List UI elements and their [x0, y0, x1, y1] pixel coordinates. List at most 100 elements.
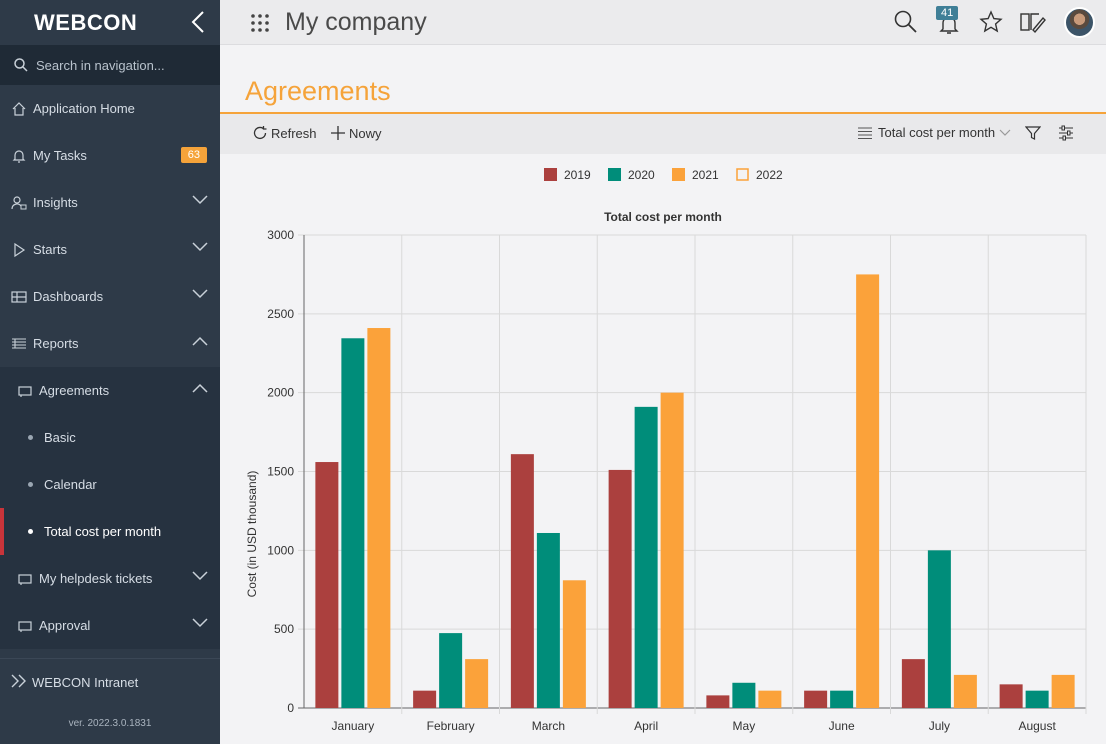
legend-label: 2019: [564, 168, 591, 182]
nav-dashboards[interactable]: Dashboards: [0, 273, 220, 320]
nav-label: Application Home: [33, 101, 135, 116]
dashboard-icon: [10, 288, 28, 306]
nav-label: Approval: [39, 618, 91, 633]
version-label: ver. 2022.3.0.1831: [68, 718, 152, 729]
nav-label: Basic: [44, 430, 76, 445]
nav-insights[interactable]: Insights: [0, 179, 220, 226]
chart-legend: 2019 2020 2021 2022: [544, 168, 783, 182]
nav-webcon-intranet[interactable]: WEBCON Intranet: [0, 658, 220, 705]
company-title: My company: [285, 8, 427, 36]
nav-my-helpdesk-tickets[interactable]: My helpdesk tickets: [0, 555, 220, 602]
legend-swatch: [736, 168, 749, 181]
chart-title: Total cost per month: [604, 210, 722, 224]
nav-label: Calendar: [44, 477, 97, 492]
play-icon: [10, 241, 28, 259]
nav-label: Reports: [33, 336, 79, 351]
x-tick-label: April: [634, 719, 658, 733]
tasks-count-badge: 63: [180, 147, 207, 163]
x-tick-label: February: [427, 719, 475, 733]
y-tick-label: 2000: [267, 386, 294, 400]
cost-chart: 2019 2020 2021 2022 Total cost per month 0 5…: [245, 168, 1087, 733]
bar-2019-august: [999, 684, 1023, 708]
page-title: Agreements: [245, 76, 391, 106]
logo-row: WEBCON: [0, 0, 220, 45]
y-tick-label: 1000: [267, 543, 294, 557]
y-axis-label: Cost (in USD thousand): [245, 471, 259, 598]
bar-2021-january: [367, 328, 391, 708]
y-tick-label: 0: [287, 701, 294, 715]
collapse-sidebar-button[interactable]: [186, 9, 210, 35]
home-icon: [10, 100, 28, 118]
bar-2019-june: [804, 690, 828, 708]
x-axis-ticks: January February March April May June July Augu…: [332, 719, 1057, 733]
bar-2020-august: [1025, 690, 1049, 708]
view-selector[interactable]: Total cost per month: [858, 125, 1014, 140]
nav-label: Insights: [33, 195, 78, 210]
chart-grid: [298, 234, 1087, 714]
bar-2021-may: [758, 690, 782, 708]
x-tick-label: August: [1018, 719, 1056, 733]
layout-edit-icon[interactable]: [1020, 10, 1046, 34]
chevron-down-icon: [999, 129, 1011, 136]
y-axis-ticks: 0 500 1000 1500 2000 2500 3000: [267, 228, 294, 715]
settings-button[interactable]: [1058, 125, 1077, 141]
nav-label: Starts: [33, 242, 67, 257]
filter-button[interactable]: [1025, 125, 1044, 141]
nav-label: My Tasks: [33, 148, 87, 163]
nav-application-home[interactable]: Application Home: [0, 85, 220, 132]
chevron-up-icon: [192, 336, 208, 346]
x-tick-label: June: [829, 719, 855, 733]
star-icon[interactable]: [979, 10, 1003, 34]
nav-calendar[interactable]: Calendar: [0, 461, 220, 508]
nav-my-tasks[interactable]: My Tasks 63: [0, 132, 220, 179]
bar-2019-april: [608, 469, 632, 708]
search-icon[interactable]: [894, 10, 918, 34]
list-icon: [858, 126, 872, 139]
logo: WEBCON: [34, 9, 138, 35]
bar-2021-march: [562, 580, 586, 708]
nav-starts[interactable]: Starts: [0, 226, 220, 273]
refresh-button[interactable]: Refresh: [252, 125, 317, 141]
bar-2021-july: [953, 674, 977, 708]
avatar[interactable]: [1064, 7, 1095, 38]
chevron-up-icon: [192, 383, 208, 393]
list-icon: [10, 335, 28, 353]
x-tick-label: January: [332, 719, 375, 733]
nav-basic[interactable]: Basic: [0, 414, 220, 461]
nav-agreements[interactable]: Agreements: [0, 367, 220, 414]
bar-2020-may: [732, 682, 756, 708]
filter-icon: [1025, 126, 1041, 140]
new-label: Nowy: [349, 125, 382, 141]
nav-label: Agreements: [39, 383, 110, 398]
bar-2019-february: [413, 690, 437, 708]
bar-2019-march: [510, 454, 534, 708]
nav-label: Dashboards: [33, 289, 104, 304]
x-tick-label: March: [532, 719, 565, 733]
nav-total-cost-per-month[interactable]: Total cost per month: [0, 508, 220, 555]
y-tick-label: 2500: [267, 307, 294, 321]
legend-label: 2022: [756, 168, 783, 182]
bar-2020-april: [634, 406, 658, 708]
search-icon: [14, 58, 28, 72]
bar-2020-march: [536, 532, 560, 708]
legend-swatch: [608, 168, 621, 181]
chevron-down-icon: [192, 618, 208, 628]
nav-approval[interactable]: Approval: [0, 602, 220, 649]
chevron-down-icon: [192, 195, 208, 205]
legend-swatch: [672, 168, 685, 181]
new-button[interactable]: Nowy: [330, 125, 382, 141]
search-placeholder: Search in navigation...: [36, 57, 165, 73]
x-tick-label: July: [929, 719, 950, 733]
nav-reports[interactable]: Reports: [0, 320, 220, 367]
apps-grid-icon[interactable]: [250, 13, 270, 33]
bar-2021-february: [465, 659, 489, 708]
navigation-search[interactable]: Search in navigation...: [0, 45, 220, 85]
chevron-down-icon: [192, 571, 208, 581]
y-tick-label: 1500: [267, 465, 294, 479]
nav-label: My helpdesk tickets: [39, 571, 153, 586]
sliders-icon: [1059, 125, 1073, 141]
legend-label: 2021: [692, 168, 719, 182]
bar-2020-january: [341, 338, 365, 708]
x-tick-label: May: [733, 719, 756, 733]
bar-2020-july: [927, 550, 951, 708]
